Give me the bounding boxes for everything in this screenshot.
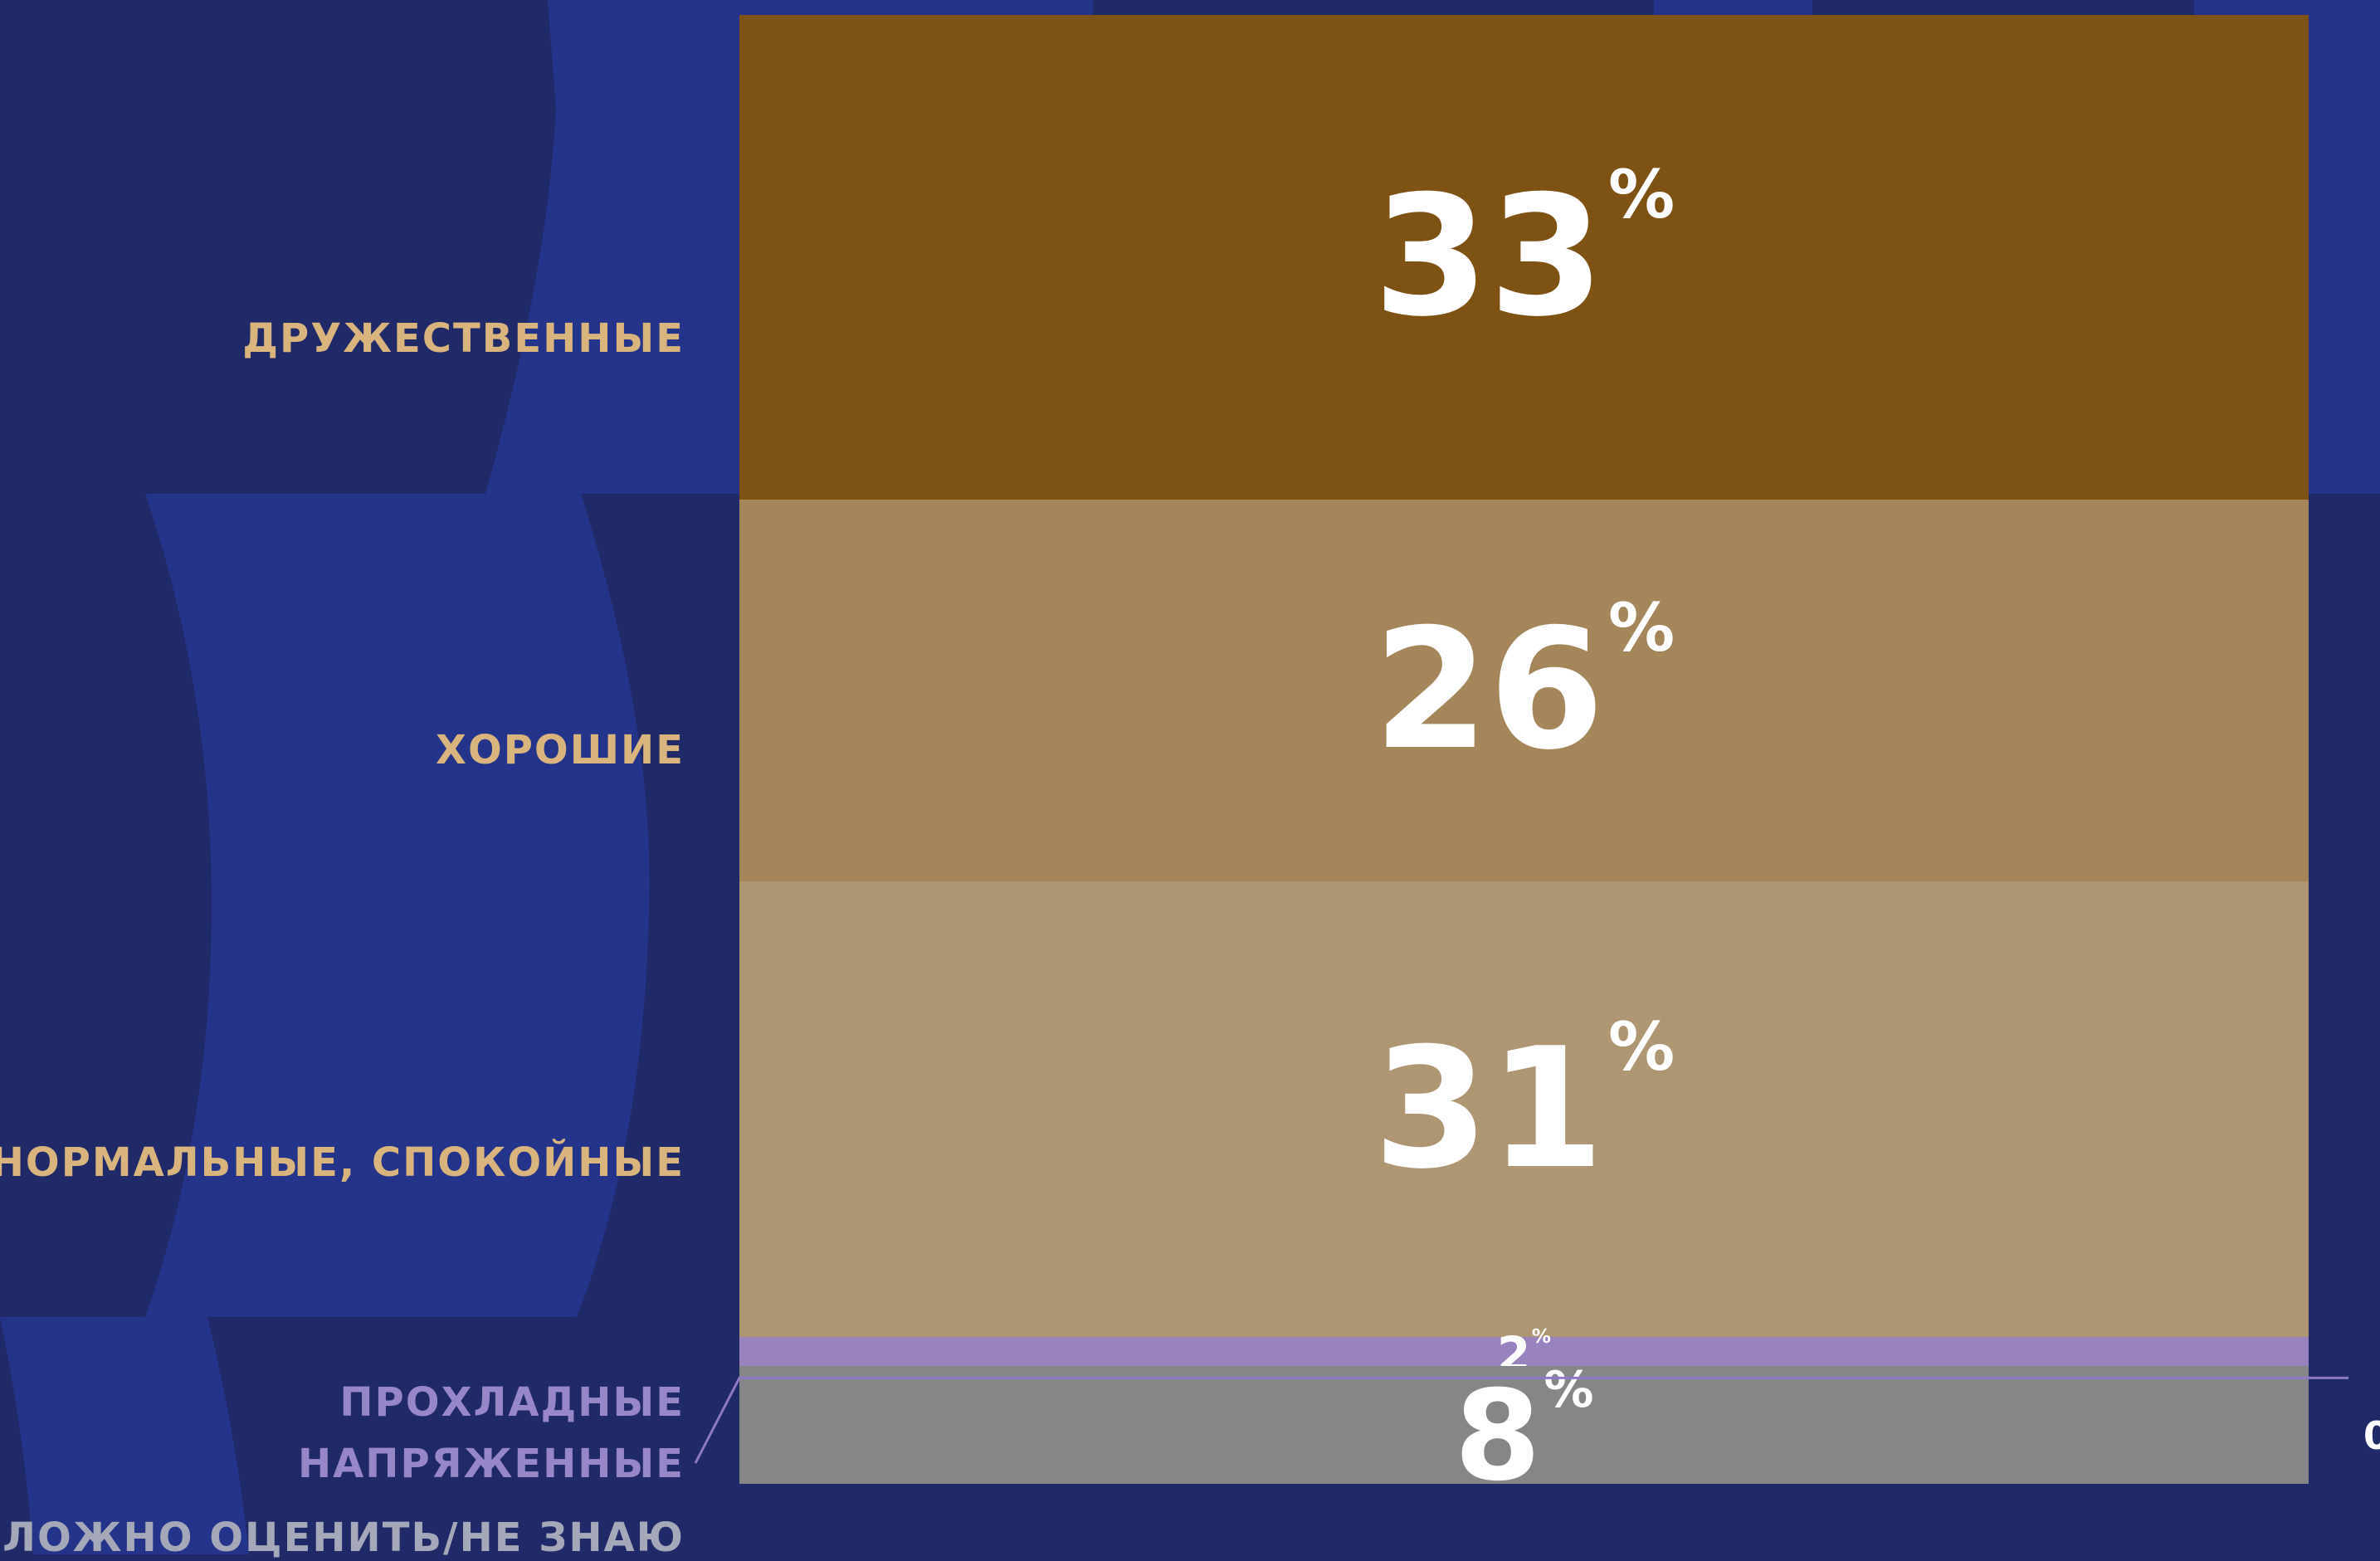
- value-number: 8: [1454, 1364, 1541, 1510]
- category-label-good: ХОРОШИЕ: [435, 727, 685, 773]
- bar-segment-friendly: 33%: [739, 15, 2309, 500]
- value-label-friendly: 33%: [739, 156, 2309, 374]
- value-number: 33: [1373, 160, 1605, 354]
- category-label-tense: НАПРЯЖЕННЫЕ: [297, 1441, 685, 1487]
- zero-value-label: 0: [2363, 1413, 2380, 1458]
- bg-bottom-arc: [0, 1317, 249, 1554]
- percent-sign: %: [1544, 1361, 1594, 1420]
- bg-middle-arc: [145, 494, 650, 1317]
- bar-segment-hard-to-say: 8%: [739, 1361, 2309, 1499]
- category-label-friendly: ДРУЖЕСТВЕННЫЕ: [242, 315, 685, 362]
- value-label-good: 26%: [739, 589, 2309, 807]
- bar-segment-good: 26%: [739, 500, 2309, 882]
- value-label-hard-to-say: 8%: [739, 1361, 2309, 1524]
- bar-segment-cool: 2%: [739, 1325, 2309, 1378]
- bg-right-shade: [2309, 494, 2380, 1554]
- zero-value-number: 0: [2363, 1413, 2380, 1458]
- percent-sign: %: [1607, 1007, 1675, 1085]
- percent-sign: %: [1607, 156, 1675, 234]
- value-number: 26: [1373, 593, 1605, 788]
- category-label-cool: ПРОХЛАДНЫЕ: [339, 1379, 685, 1426]
- bg-top-stripe-1: [1093, 0, 1654, 17]
- category-label-normal-calm: НОРМАЛЬНЫЕ, СПОКОЙНЫЕ: [0, 1139, 685, 1186]
- value-label-normal-calm: 31%: [739, 1008, 2309, 1227]
- bg-top-stripe-2: [1812, 0, 2194, 17]
- bar-segment-normal-calm: 31%: [739, 881, 2309, 1337]
- percent-sign: %: [1607, 589, 1675, 667]
- category-label-hard-to-say: СЛОЖНО ОЦЕНИТЬ/НЕ ЗНАЮ: [0, 1515, 685, 1561]
- percent-sign: %: [1531, 1325, 1551, 1349]
- value-number: 31: [1373, 1012, 1605, 1206]
